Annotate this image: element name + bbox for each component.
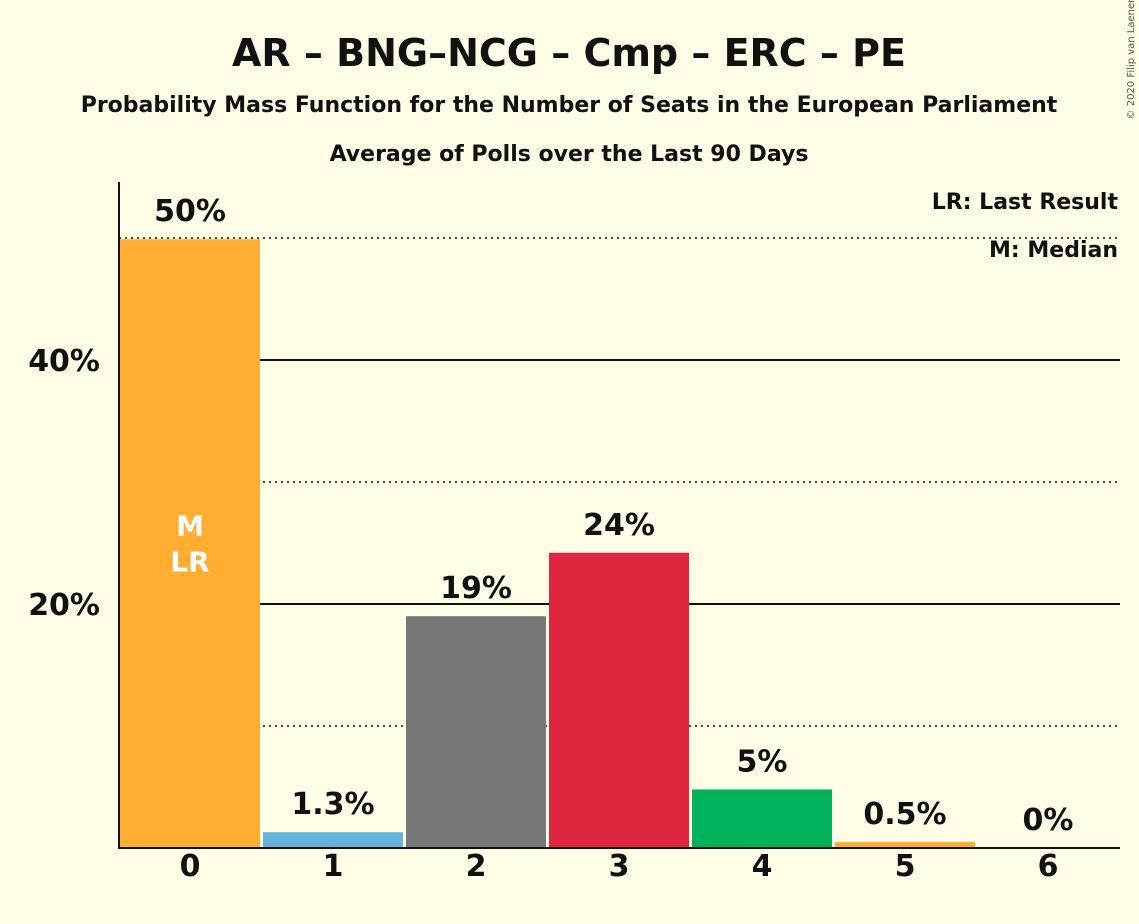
data-label-4: 5% bbox=[737, 744, 788, 779]
y-tick-label-0: 20% bbox=[28, 588, 100, 623]
bar-1 bbox=[263, 832, 403, 848]
data-labels: 50% 1.3% 19% 24% 5% 0.5% 0% MLR bbox=[154, 194, 1073, 838]
data-label-2: 19% bbox=[440, 571, 512, 606]
x-tick-label-6: 6 bbox=[1038, 849, 1059, 884]
data-label-1: 1.3% bbox=[291, 787, 374, 822]
data-label-6: 0% bbox=[1023, 803, 1074, 838]
x-tick-label-2: 2 bbox=[466, 849, 487, 884]
bar-annotation-m: M bbox=[176, 510, 204, 543]
bars bbox=[120, 239, 975, 849]
y-tick-label-1: 40% bbox=[28, 344, 100, 379]
x-tick-label-0: 0 bbox=[180, 849, 201, 884]
x-tick-label-5: 5 bbox=[895, 849, 916, 884]
bar-annotation-lr: LR bbox=[170, 546, 209, 579]
bar-0 bbox=[120, 239, 260, 849]
x-axis-ticks: 0 1 2 3 4 5 6 bbox=[180, 849, 1059, 884]
chart-title: AR – BNG–NCG – Cmp – ERC – PE bbox=[232, 31, 906, 75]
x-tick-label-4: 4 bbox=[752, 849, 773, 884]
bar-2 bbox=[406, 616, 546, 848]
data-label-0: 50% bbox=[154, 194, 226, 229]
bar-4 bbox=[692, 789, 832, 848]
data-label-5: 0.5% bbox=[863, 797, 946, 832]
y-axis-ticks: 20% 40% bbox=[28, 344, 100, 623]
chart-subtitle: Probability Mass Function for the Number… bbox=[81, 93, 1058, 118]
data-label-3: 24% bbox=[583, 508, 655, 543]
bar-3 bbox=[549, 552, 689, 848]
bar-5 bbox=[835, 841, 975, 848]
legend-last-result: LR: Last Result bbox=[932, 190, 1119, 215]
x-tick-label-1: 1 bbox=[323, 849, 344, 884]
x-tick-label-3: 3 bbox=[609, 849, 630, 884]
chart-subtitle-2: Average of Polls over the Last 90 Days bbox=[330, 142, 809, 167]
copyright-note: © 2020 Filip van Laenen bbox=[1126, 0, 1137, 119]
legend-median: M: Median bbox=[989, 238, 1118, 263]
